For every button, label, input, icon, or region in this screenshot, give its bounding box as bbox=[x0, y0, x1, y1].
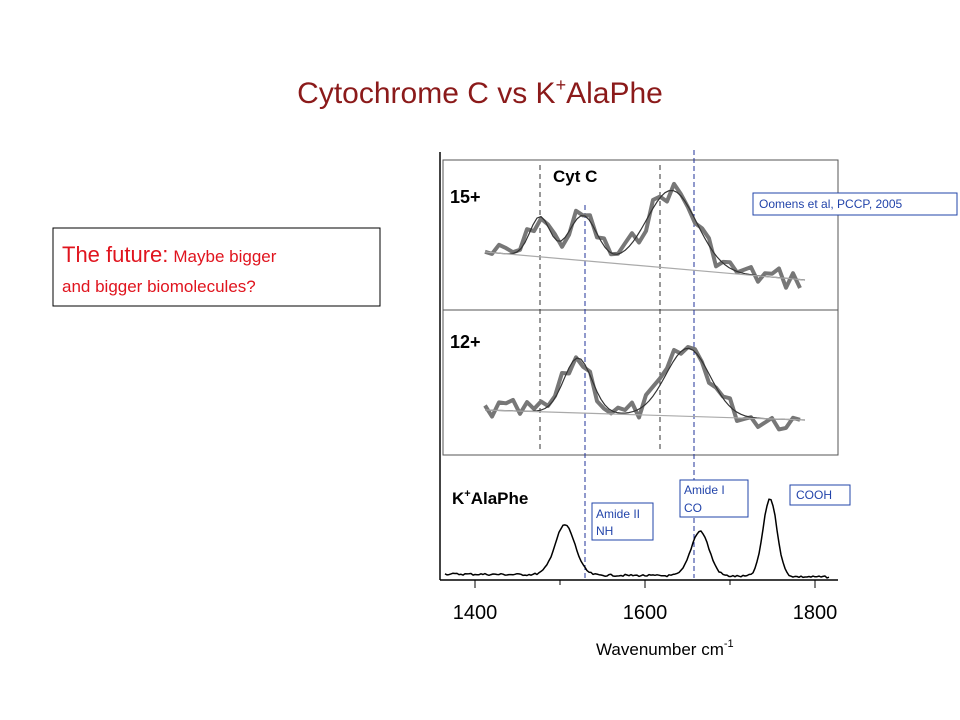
citation-box bbox=[752, 192, 958, 216]
spectrum bbox=[484, 251, 806, 281]
annotation: Amide II bbox=[596, 507, 640, 521]
panel-label: K+AlaPhe bbox=[452, 488, 528, 508]
title-text: Cytochrome C vs K bbox=[297, 77, 555, 110]
annotation-box bbox=[679, 479, 749, 518]
annotation: Amide I bbox=[684, 483, 725, 497]
spectrum bbox=[484, 409, 806, 421]
panel-frame bbox=[442, 309, 839, 456]
xlabel-text: Wavenumber cm bbox=[596, 640, 724, 659]
callout-text: and bigger biomolecules? bbox=[62, 277, 256, 296]
panel-label: Cyt C bbox=[553, 167, 597, 186]
annotation-box bbox=[591, 502, 654, 541]
title-sup: + bbox=[556, 75, 567, 95]
panel-frame bbox=[442, 159, 839, 311]
callout-line-1: The future: Maybe bigger bbox=[62, 242, 277, 267]
callout-lead: The future: bbox=[62, 242, 168, 267]
spectrum bbox=[444, 498, 830, 579]
title-rest: AlaPhe bbox=[566, 77, 663, 110]
citation: Oomens et al, PCCP, 2005 bbox=[759, 197, 903, 211]
annotation: COOH bbox=[796, 488, 832, 502]
callout-text: Maybe bigger bbox=[173, 247, 276, 266]
x-axis-title: Wavenumber cm-1 bbox=[596, 638, 734, 659]
xlabel-sup: -1 bbox=[724, 638, 734, 650]
callout-box bbox=[52, 227, 381, 307]
spectrum bbox=[484, 181, 802, 290]
x-tick-label: 1400 bbox=[453, 602, 498, 624]
panel-label: 12+ bbox=[450, 332, 481, 352]
panel-label: 15+ bbox=[450, 187, 481, 207]
figure: 15+ 12+ Cyt C K+AlaPhe Oomens et al, PCC… bbox=[439, 150, 958, 659]
annotation: CO bbox=[684, 501, 702, 515]
x-tick-label: 1800 bbox=[793, 602, 838, 624]
annotation: NH bbox=[596, 524, 613, 538]
annotation-box bbox=[789, 484, 851, 506]
label-text: K bbox=[452, 489, 465, 508]
label-sup: + bbox=[464, 488, 470, 500]
spectrum bbox=[484, 347, 806, 421]
x-tick-label: 1600 bbox=[623, 602, 668, 624]
slide-title: Cytochrome C vs K+AlaPhe bbox=[297, 75, 663, 110]
label-rest: AlaPhe bbox=[471, 489, 529, 508]
